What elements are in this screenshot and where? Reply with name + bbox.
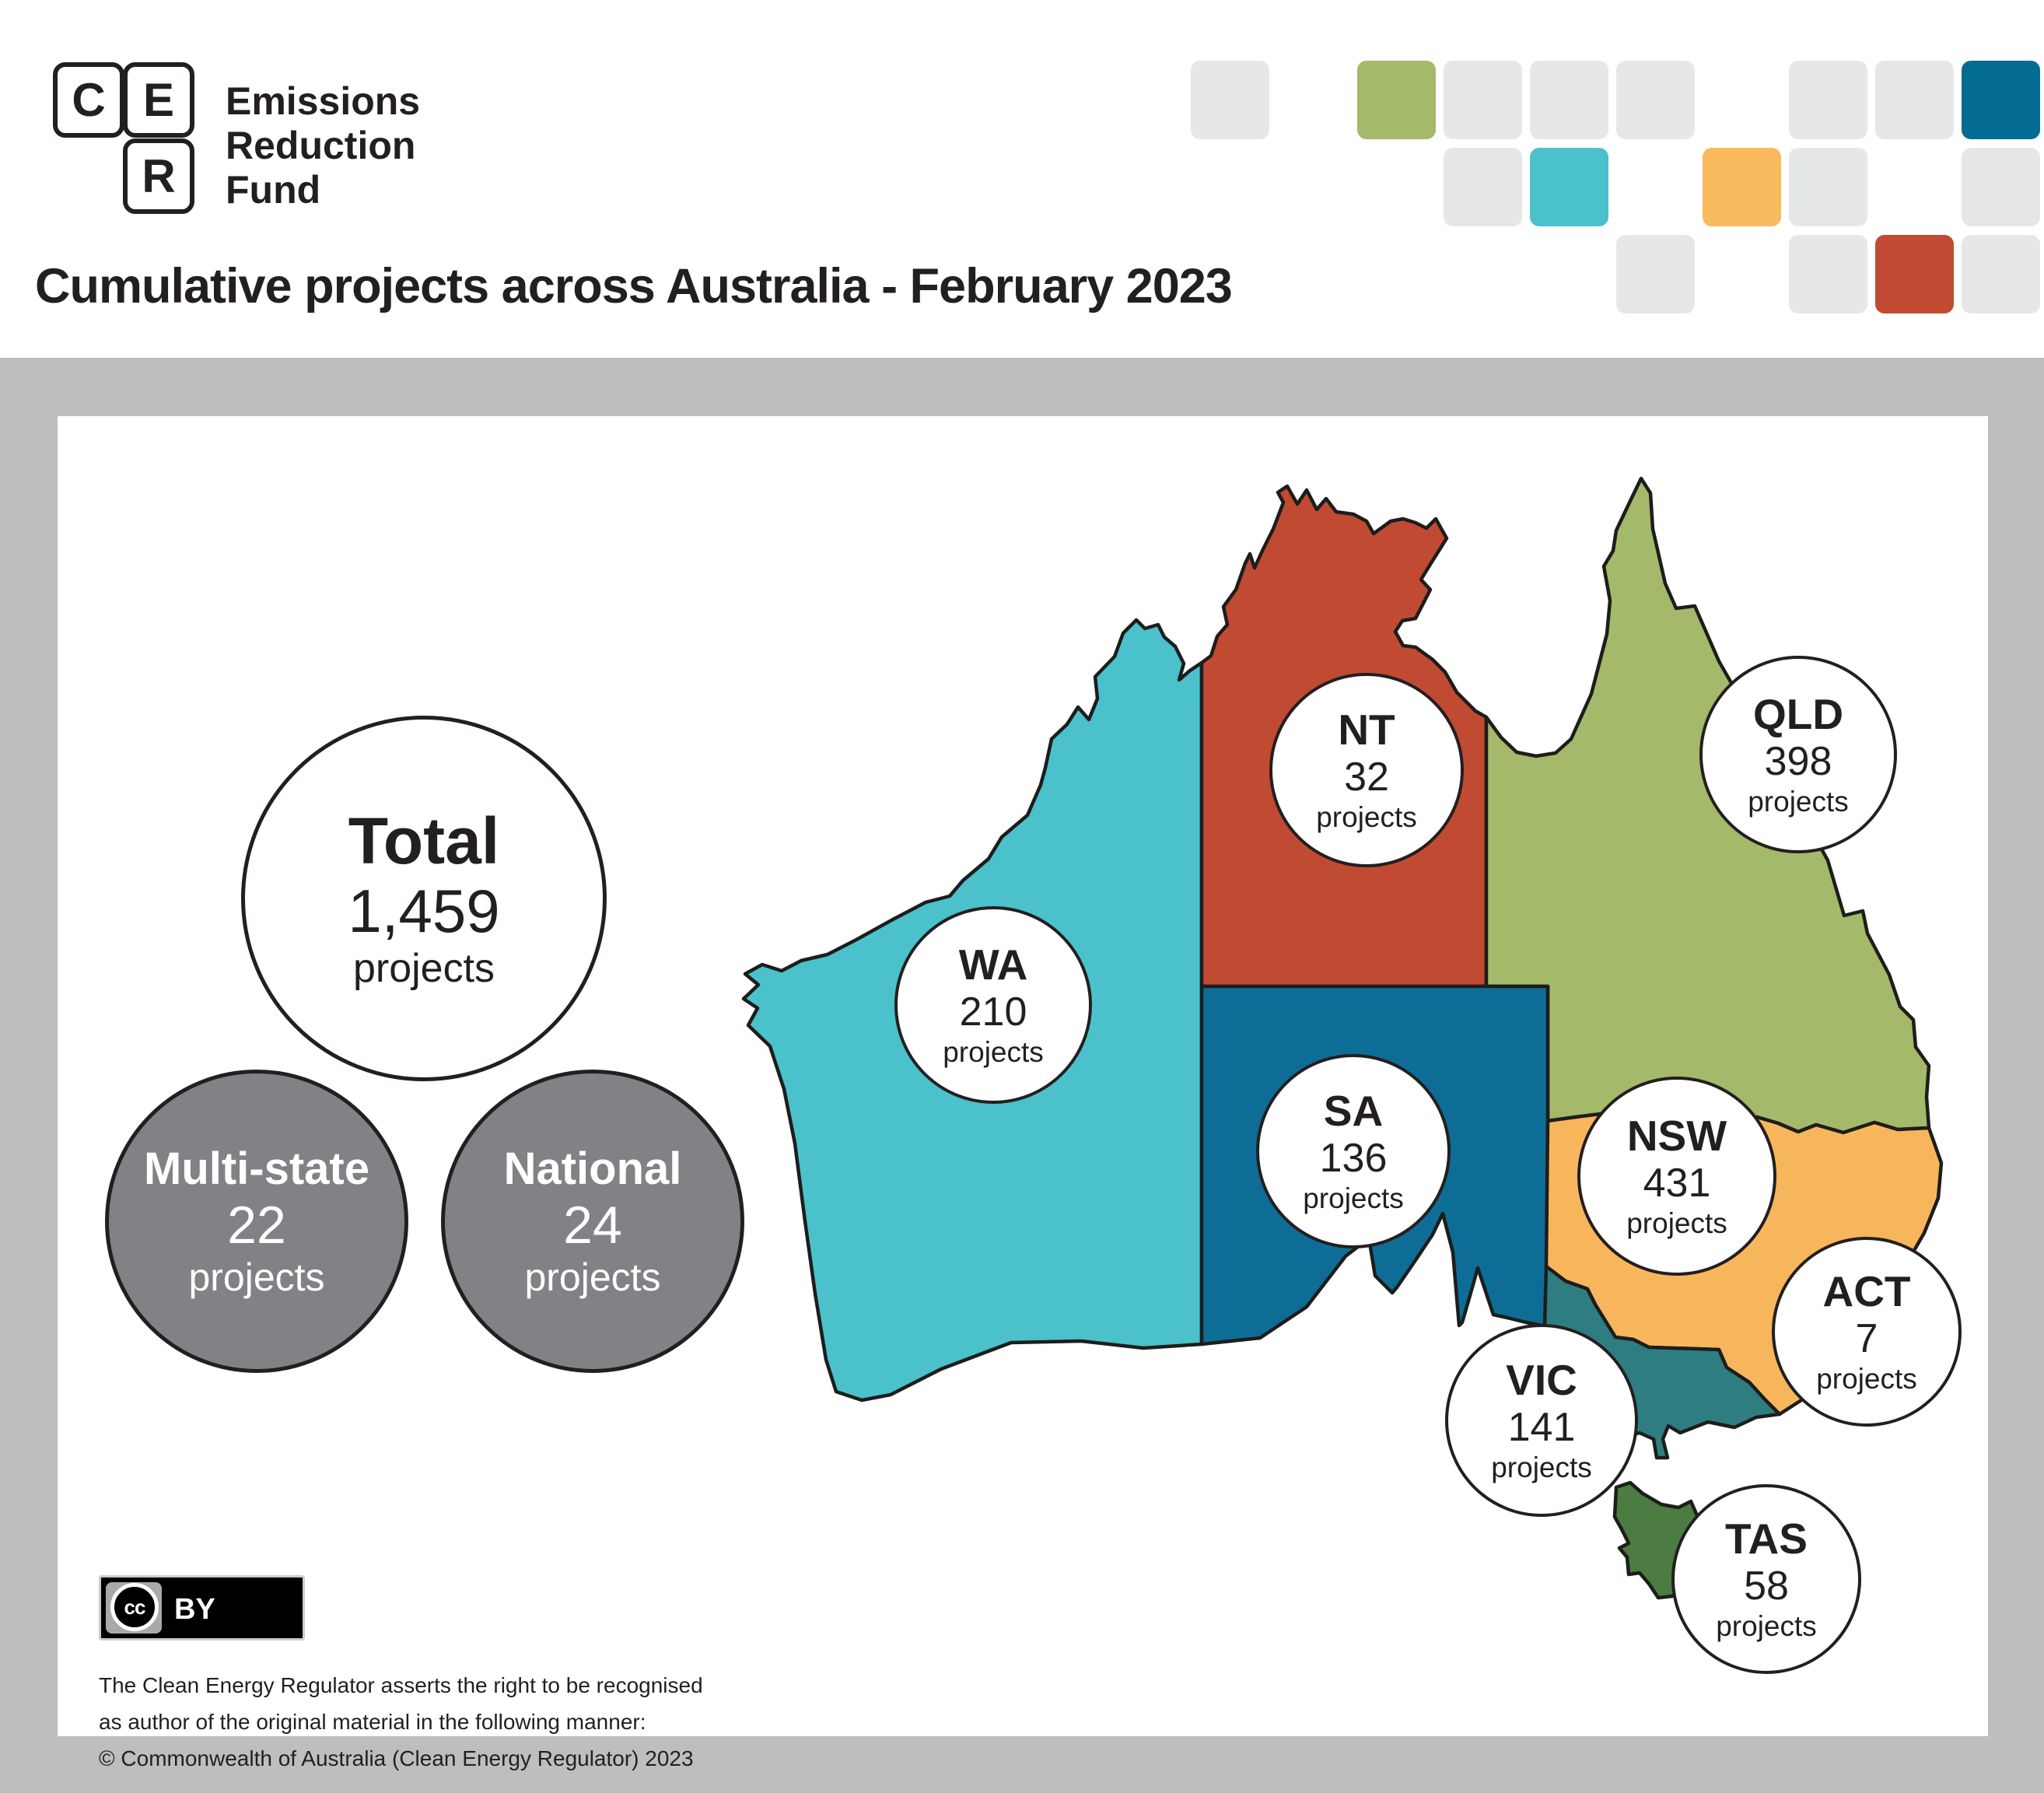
state-value: 431 xyxy=(1643,1161,1711,1206)
state-abbr: WA xyxy=(958,940,1028,989)
state-badge-wa: WA 210 projects xyxy=(894,906,1092,1104)
deco-square xyxy=(1962,148,2040,226)
logo-tile-c: C xyxy=(53,62,124,138)
state-badge-nt: NT 32 projects xyxy=(1269,673,1464,867)
state-value: 210 xyxy=(959,989,1027,1035)
deco-square xyxy=(1703,148,1781,226)
multi-state-value: 22 xyxy=(227,1196,286,1255)
deco-square xyxy=(1444,61,1522,139)
state-badge-sa: SA 136 projects xyxy=(1256,1054,1451,1248)
multi-state-circle: Multi-state 22 projects xyxy=(105,1070,408,1373)
logo-wordmark: Emissions Reduction Fund xyxy=(226,79,420,212)
logo-letter: C xyxy=(72,74,106,126)
state-value: 136 xyxy=(1319,1136,1388,1181)
logo-line: Fund xyxy=(226,168,321,212)
state-abbr: SA xyxy=(1323,1087,1384,1135)
deco-square xyxy=(1530,148,1608,226)
state-unit: projects xyxy=(1816,1363,1917,1395)
state-unit: projects xyxy=(1716,1610,1817,1642)
deco-square xyxy=(1962,235,2040,313)
page-header: C E R Emissions Reduction Fund Cumulativ… xyxy=(0,0,2044,358)
cer-logo: C E R Emissions Reduction Fund xyxy=(53,62,420,218)
state-abbr: NSW xyxy=(1626,1112,1727,1160)
logo-tile-e: E xyxy=(123,62,194,138)
deco-square xyxy=(1444,148,1522,226)
total-projects-circle: Total 1,459 projects xyxy=(241,716,607,1081)
logo-tile-r: R xyxy=(123,138,194,214)
map-card: Total 1,459 projects Multi-state 22 proj… xyxy=(58,416,1988,1770)
background-band: Total 1,459 projects Multi-state 22 proj… xyxy=(0,358,2044,1793)
deco-square xyxy=(1357,61,1436,139)
state-unit: projects xyxy=(943,1036,1044,1068)
deco-square xyxy=(1789,61,1867,139)
multi-state-label: Multi-state xyxy=(144,1143,369,1194)
copyright-statement: The Clean Energy Regulator asserts the r… xyxy=(99,1667,703,1777)
state-badge-qld: QLD 398 projects xyxy=(1699,656,1897,853)
deco-square xyxy=(1789,235,1867,313)
cc-by-license-badge: cc BY xyxy=(99,1575,305,1641)
deco-square xyxy=(1616,235,1695,313)
state-abbr: VIC xyxy=(1506,1356,1577,1404)
copyright-line: as author of the original material in th… xyxy=(99,1710,646,1734)
logo-line: Reduction xyxy=(226,124,416,167)
page-title: Cumulative projects across Australia - F… xyxy=(35,259,1233,313)
state-unit: projects xyxy=(1626,1207,1727,1239)
state-abbr: NT xyxy=(1338,706,1395,754)
national-circle: National 24 projects xyxy=(441,1070,744,1373)
state-abbr: ACT xyxy=(1822,1267,1911,1315)
national-label: National xyxy=(503,1143,682,1194)
state-unit: projects xyxy=(1303,1182,1404,1214)
state-badge-nsw: NSW 431 projects xyxy=(1577,1077,1776,1276)
state-badge-vic: VIC 141 projects xyxy=(1445,1324,1638,1517)
license-type-label: BY xyxy=(174,1593,215,1626)
deco-square xyxy=(1191,61,1269,139)
deco-square xyxy=(1789,148,1867,226)
state-badge-act: ACT 7 projects xyxy=(1772,1237,1962,1427)
state-value: 7 xyxy=(1855,1316,1878,1361)
state-unit: projects xyxy=(1748,786,1849,818)
logo-line: Emissions xyxy=(226,79,421,123)
deco-square xyxy=(1530,61,1608,139)
logo-letter: R xyxy=(142,150,176,202)
creative-commons-icon: cc xyxy=(110,1583,159,1631)
deco-square xyxy=(1616,61,1695,139)
national-unit: projects xyxy=(524,1255,661,1299)
total-unit: projects xyxy=(352,946,495,991)
state-badge-tas: TAS 58 projects xyxy=(1671,1484,1861,1674)
state-value: 58 xyxy=(1744,1564,1789,1609)
state-abbr: QLD xyxy=(1752,690,1844,738)
multi-state-unit: projects xyxy=(188,1255,325,1299)
state-unit: projects xyxy=(1491,1452,1592,1483)
state-value: 398 xyxy=(1764,739,1832,784)
copyright-line: The Clean Energy Regulator asserts the r… xyxy=(99,1673,703,1697)
national-value: 24 xyxy=(563,1196,622,1255)
state-abbr: TAS xyxy=(1725,1515,1808,1563)
deco-square xyxy=(1875,61,1954,139)
deco-square xyxy=(1962,61,2040,139)
deco-square xyxy=(1875,235,1954,313)
state-unit: projects xyxy=(1316,801,1417,833)
total-label: Total xyxy=(348,804,500,877)
total-value: 1,459 xyxy=(348,877,500,945)
copyright-line: © Commonwealth of Australia (Clean Energ… xyxy=(99,1746,694,1770)
state-value: 32 xyxy=(1344,755,1389,800)
state-value: 141 xyxy=(1507,1405,1576,1450)
logo-letter: E xyxy=(142,74,175,126)
